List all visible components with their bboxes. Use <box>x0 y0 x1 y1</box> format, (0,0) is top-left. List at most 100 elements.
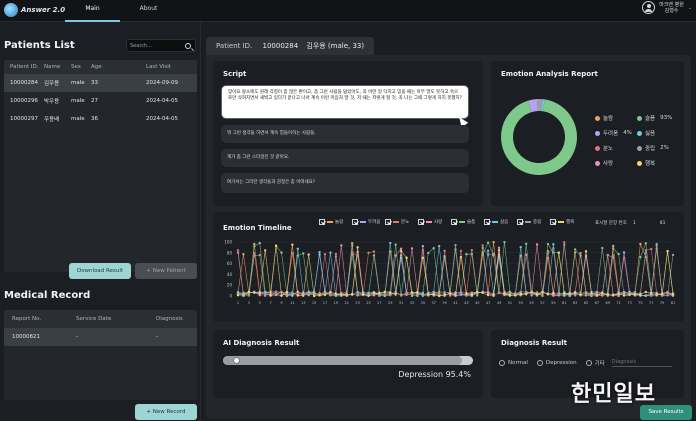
timeline-point[interactable] <box>524 293 528 296</box>
timeline-point[interactable] <box>274 290 278 293</box>
timeline-point[interactable] <box>334 252 338 256</box>
checkbox[interactable] <box>550 219 556 225</box>
timeline-point[interactable] <box>421 294 425 298</box>
timeline-point[interactable] <box>530 290 533 293</box>
timeline-point[interactable] <box>606 253 609 257</box>
timeline-point[interactable] <box>611 244 615 248</box>
timeline-point[interactable] <box>399 247 403 250</box>
checkbox[interactable] <box>352 219 358 225</box>
timeline-point[interactable] <box>655 242 658 246</box>
timeline-filter-3[interactable]: 사랑 <box>418 219 442 225</box>
timeline-point[interactable] <box>329 292 332 295</box>
timeline-point[interactable] <box>497 291 501 295</box>
timeline-point[interactable] <box>416 293 419 296</box>
timeline-point[interactable] <box>410 247 414 250</box>
timeline-point[interactable] <box>622 251 626 254</box>
timeline-point[interactable] <box>448 290 452 294</box>
timeline-point[interactable] <box>236 249 240 252</box>
timeline-point[interactable] <box>448 294 452 297</box>
timeline-point[interactable] <box>503 240 506 244</box>
timeline-point[interactable] <box>405 291 408 294</box>
new-patient-button[interactable]: + New Patient <box>135 263 197 279</box>
timeline-point[interactable] <box>253 245 256 248</box>
timeline-point[interactable] <box>340 244 343 247</box>
timeline-point[interactable] <box>519 246 522 249</box>
tab-main[interactable]: Main <box>65 0 120 22</box>
col-last-visit[interactable]: Last Visit <box>146 64 171 70</box>
timeline-point[interactable] <box>329 290 332 294</box>
table-row[interactable]: 10000821 - - <box>4 328 197 346</box>
timeline-point[interactable] <box>285 291 289 294</box>
timeline-point[interactable] <box>611 294 615 297</box>
timeline-point[interactable] <box>524 290 528 293</box>
timeline-point[interactable] <box>470 293 474 297</box>
timeline-point[interactable] <box>350 293 354 296</box>
timeline-point[interactable] <box>503 292 506 296</box>
timeline-point[interactable] <box>421 244 425 248</box>
timeline-point[interactable] <box>448 292 452 296</box>
timeline-point[interactable] <box>563 243 566 246</box>
timeline-point[interactable] <box>416 291 419 294</box>
timeline-point[interactable] <box>405 256 408 259</box>
timeline-point[interactable] <box>378 294 381 298</box>
timeline-point[interactable] <box>242 253 245 256</box>
timeline-point[interactable] <box>563 293 566 297</box>
timeline-point[interactable] <box>492 240 495 244</box>
timeline-point[interactable] <box>329 251 332 254</box>
timeline-point[interactable] <box>361 292 365 296</box>
timeline-point[interactable] <box>432 293 435 296</box>
timeline-point[interactable] <box>546 242 550 246</box>
timeline-point[interactable] <box>432 290 435 294</box>
timeline-point[interactable] <box>285 293 289 296</box>
timeline-point[interactable] <box>617 292 620 295</box>
timeline-point[interactable] <box>263 249 267 252</box>
timeline-point[interactable] <box>552 247 555 250</box>
timeline-point[interactable] <box>323 293 327 297</box>
timeline-point[interactable] <box>236 291 240 294</box>
timeline-point[interactable] <box>590 291 593 295</box>
timeline-point[interactable] <box>367 251 370 255</box>
script-message-selected[interactable]: 맞아요 왕소에도 원래 걱정이 좀 많은 편이고, 좀 그런 사람을 닮았어도,… <box>221 85 469 119</box>
new-record-button[interactable]: + New Record <box>135 404 197 420</box>
timeline-point[interactable] <box>258 294 261 297</box>
timeline-point[interactable] <box>622 294 626 297</box>
timeline-point[interactable] <box>563 291 566 295</box>
timeline-point[interactable] <box>671 293 675 296</box>
timeline-point[interactable] <box>307 292 310 296</box>
timeline-point[interactable] <box>650 292 653 295</box>
timeline-point[interactable] <box>655 291 658 295</box>
table-row[interactable]: 10000297 우용배 male 36 2024-04-05 <box>4 110 197 128</box>
timeline-point[interactable] <box>356 291 359 295</box>
timeline-point[interactable] <box>476 290 479 294</box>
timeline-point[interactable] <box>394 243 397 246</box>
timeline-point[interactable] <box>481 291 484 295</box>
timeline-point[interactable] <box>399 249 403 253</box>
search-icon[interactable] <box>185 43 191 49</box>
timeline-point[interactable] <box>258 253 261 257</box>
timeline-point[interactable] <box>535 243 539 246</box>
timeline-point[interactable] <box>579 254 582 257</box>
timeline-point[interactable] <box>296 294 300 297</box>
timeline-point[interactable] <box>432 246 435 250</box>
timeline-point[interactable] <box>552 292 555 295</box>
timeline-point[interactable] <box>345 293 348 296</box>
timeline-point[interactable] <box>508 293 512 297</box>
timeline-point[interactable] <box>595 291 599 294</box>
timeline-point[interactable] <box>291 243 294 246</box>
timeline-point[interactable] <box>644 294 648 298</box>
checkbox[interactable] <box>385 219 391 225</box>
timeline-point[interactable] <box>470 291 474 294</box>
timeline-point[interactable] <box>356 246 359 249</box>
timeline-point[interactable] <box>622 256 626 260</box>
progress-handle[interactable] <box>233 357 240 364</box>
timeline-point[interactable] <box>356 254 359 258</box>
timeline-filter-7[interactable]: 행복 <box>550 219 574 225</box>
timeline-point[interactable] <box>421 256 425 260</box>
timeline-point[interactable] <box>595 293 599 297</box>
timeline-point[interactable] <box>253 242 256 246</box>
timeline-point[interactable] <box>644 290 648 294</box>
timeline-point[interactable] <box>541 293 544 297</box>
timeline-point[interactable] <box>269 293 272 297</box>
timeline-point[interactable] <box>350 253 354 257</box>
timeline-point[interactable] <box>394 254 397 257</box>
